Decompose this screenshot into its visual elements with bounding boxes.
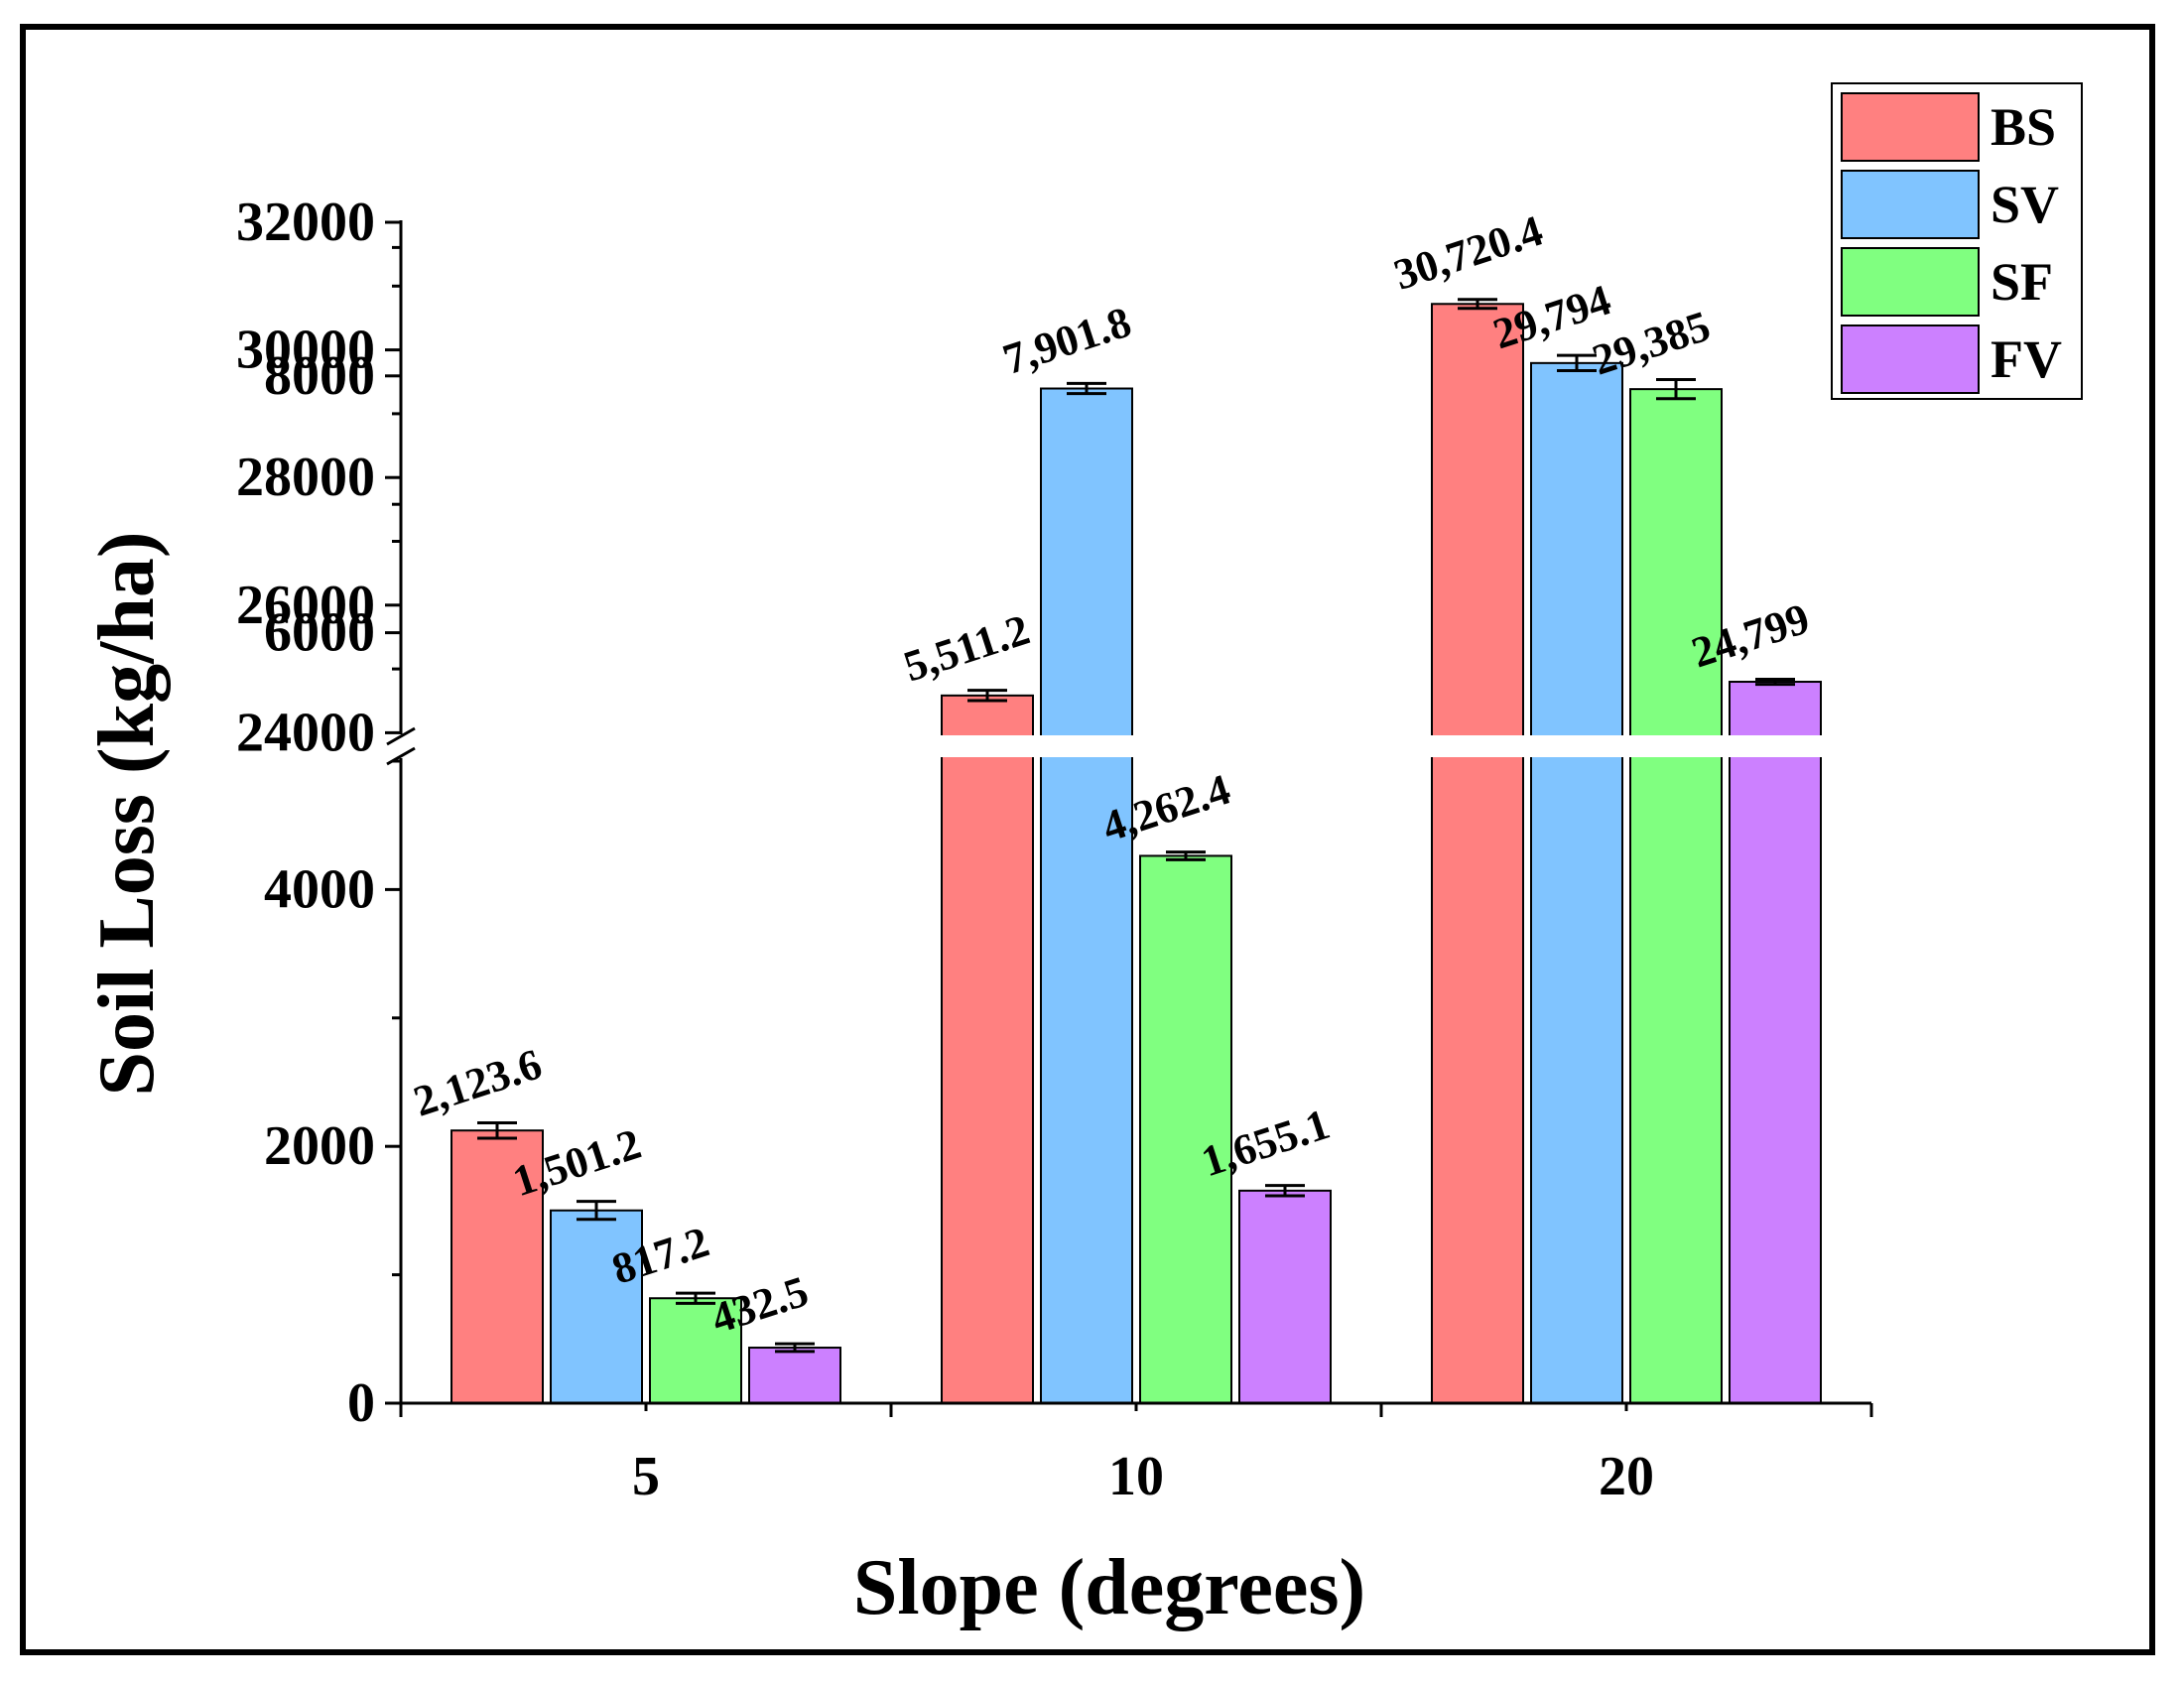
- legend-swatch-fv: [1841, 324, 1980, 394]
- x-tick-label-20: 20: [1599, 1446, 1654, 1507]
- legend-label-fv: FV: [1991, 329, 2062, 389]
- axis-break-gap: [403, 735, 1873, 757]
- error-bars-layer: [477, 298, 1795, 1354]
- bar-sv-slope-20: [1530, 361, 1623, 1404]
- error-bar-sf-slope-20: [1656, 377, 1696, 401]
- axes-layer: [386, 220, 1873, 1417]
- error-bar-fv-slope-5: [775, 1342, 815, 1354]
- axis-break-mark-upper: [386, 726, 416, 746]
- ticks-layer: 5 10 20 0 2000 4000 6000 8000 24000 26000 28000 300…: [236, 192, 1654, 1507]
- y-tick-label-8000: 8000: [264, 345, 375, 407]
- x-axis-title: Slope (degrees): [853, 1544, 1365, 1631]
- y-tick-label-26000: 26000: [236, 575, 375, 636]
- value-label-bs-slope-5: 2,123.6: [408, 1039, 548, 1125]
- bar-bs-slope-20: [1431, 303, 1524, 1404]
- legend-label-sf: SF: [1991, 252, 2053, 312]
- bar-bs-slope-5: [450, 1129, 544, 1405]
- bar-fv-slope-10: [1238, 1189, 1332, 1405]
- error-bar-bs-slope-10: [967, 689, 1007, 703]
- x-tick-label-5: 5: [632, 1446, 660, 1507]
- y-axis-title: Soil Loss (kg/ha): [83, 531, 171, 1096]
- bars-layer: [450, 303, 1822, 1405]
- value-label-sv-slope-10: 7,901.8: [997, 298, 1137, 384]
- x-tick-label-10: 10: [1108, 1446, 1164, 1507]
- error-bar-sv-slope-5: [577, 1200, 616, 1222]
- bar-sf-slope-10: [1139, 854, 1232, 1404]
- axis-break-mark-lower: [386, 746, 416, 766]
- bar-fv-slope-20: [1729, 681, 1822, 1404]
- y-tick-label-6000: 6000: [264, 602, 375, 664]
- error-bar-sv-slope-20: [1557, 353, 1597, 373]
- error-bar-fv-slope-20: [1755, 677, 1795, 687]
- error-bar-bs-slope-5: [477, 1120, 517, 1140]
- legend-label-bs: BS: [1991, 97, 2056, 157]
- y-tick-label-30000: 30000: [236, 320, 375, 381]
- y-tick-label-4000: 4000: [264, 858, 375, 920]
- legend-swatch-sv: [1841, 170, 1980, 239]
- figure-frame: 2,123.6 1,501.2 817.2 432.5 5,511.2 7,901.8 4,…: [20, 24, 2155, 1655]
- error-bar-bs-slope-20: [1458, 298, 1497, 311]
- bar-sf-slope-20: [1629, 388, 1723, 1405]
- error-bar-sv-slope-10: [1067, 381, 1106, 396]
- y-tick-label-2000: 2000: [264, 1115, 375, 1177]
- y-tick-label-32000: 32000: [236, 192, 375, 253]
- y-tick-label-0: 0: [347, 1372, 375, 1434]
- y-tick-label-24000: 24000: [236, 702, 375, 763]
- legend-label-sv: SV: [1991, 175, 2059, 234]
- legend-swatch-sf: [1841, 247, 1980, 317]
- error-bar-fv-slope-10: [1265, 1184, 1305, 1198]
- legend: BS SV SF FV: [1831, 82, 2083, 400]
- bar-chart: 2,123.61,501.2817.2432.55,511.27,901.84,…: [83, 82, 2083, 1631]
- value-label-bs-slope-20: 30,720.4: [1388, 206, 1549, 300]
- bar-sv-slope-10: [1040, 387, 1133, 1404]
- bar-sv-slope-5: [550, 1209, 643, 1405]
- legend-swatch-bs: [1841, 92, 1980, 162]
- error-bar-sf-slope-5: [676, 1291, 715, 1305]
- value-label-bs-slope-10: 5,511.2: [898, 605, 1035, 692]
- bar-bs-slope-10: [941, 694, 1034, 1404]
- value-label-fv-slope-5: 432.5: [706, 1266, 814, 1343]
- error-bar-sf-slope-10: [1166, 850, 1206, 861]
- bar-fv-slope-5: [748, 1347, 841, 1405]
- y-tick-label-28000: 28000: [236, 447, 375, 508]
